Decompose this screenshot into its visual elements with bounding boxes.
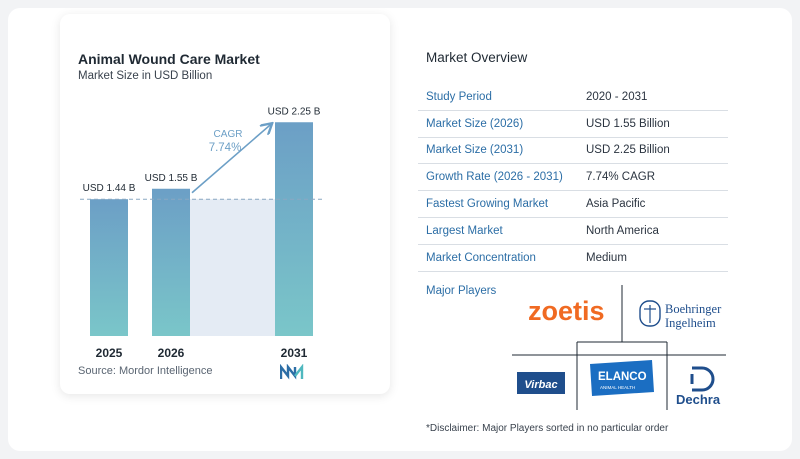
overview-key: Market Concentration — [426, 251, 536, 264]
bar-2025 — [90, 199, 128, 336]
source-text: Source: Mordor Intelligence — [78, 365, 213, 377]
x-tick-2026: 2026 — [158, 346, 185, 360]
overview-row: Largest Market North America — [418, 218, 728, 245]
chart-subtitle: Market Size in USD Billion — [78, 70, 213, 82]
overview-value: USD 2.25 Billion — [586, 144, 670, 157]
cagr-value: 7.74% — [209, 142, 242, 154]
overview-table: Study Period 2020 - 2031 Market Size (20… — [418, 84, 728, 272]
overview-key: Study Period — [426, 90, 492, 103]
overview-key: Largest Market — [426, 224, 503, 237]
overview-key: Market Size (2026) — [426, 117, 524, 130]
virbac-logo: Virbac — [517, 372, 565, 394]
overview-row: Study Period 2020 - 2031 — [418, 84, 728, 111]
growth-shade — [190, 199, 275, 336]
market-overview-title: Market Overview — [426, 50, 528, 65]
overview-row: Growth Rate (2026 - 2031) 7.74% CAGR — [418, 164, 728, 192]
overview-value: Asia Pacific — [586, 198, 646, 211]
elanco-badge — [590, 360, 654, 396]
data-label-2026: USD 1.55 B — [145, 173, 198, 184]
overview-value: Medium — [586, 251, 627, 264]
virbac-logo-text: Virbac — [524, 379, 557, 391]
elanco-logo-text: ELANCO — [598, 371, 647, 383]
cagr-arrow — [191, 124, 271, 194]
overview-value: North America — [586, 224, 659, 237]
overview-row: Market Size (2026) USD 1.55 Billion — [418, 111, 728, 138]
x-tick-2031: 2031 — [281, 346, 308, 360]
bar-chart: USD 1.44 B 2025 USD 1.55 B 2026 USD 2.25 B 20… — [80, 106, 325, 360]
elanco-logo-subtext: ANIMAL HEALTH — [600, 385, 635, 390]
data-label-2031: USD 2.25 B — [268, 106, 321, 117]
overview-row: Fastest Growing Market Asia Pacific — [418, 191, 728, 218]
overview-key: Fastest Growing Market — [426, 198, 549, 211]
overview-key: Market Size (2031) — [426, 144, 524, 157]
data-label-2025: USD 1.44 B — [83, 183, 136, 194]
elanco-logo: ELANCO ANIMAL HEALTH — [590, 360, 654, 396]
dechra-logo: Dechra — [676, 366, 721, 407]
overview-value: USD 1.55 Billion — [586, 117, 670, 130]
overview-value: 7.74% CAGR — [586, 171, 656, 184]
dechra-emblem-icon — [692, 366, 715, 392]
boehringer-logo-text-1: Boehringer — [665, 302, 722, 316]
bar-2026 — [152, 188, 190, 336]
overview-key: Growth Rate (2026 - 2031) — [426, 171, 563, 184]
overview-row: Market Size (2031) USD 2.25 Billion — [418, 138, 728, 165]
overview-row: Market Concentration Medium — [418, 245, 728, 272]
virbac-badge — [517, 372, 565, 394]
dechra-logo-text: Dechra — [676, 392, 721, 407]
cagr-label: CAGR — [214, 129, 243, 140]
x-tick-2025: 2025 — [96, 346, 123, 360]
zoetis-logo: zoetis — [528, 296, 605, 326]
boehringer-emblem-icon — [639, 300, 661, 327]
bar-2031 — [275, 122, 313, 336]
disclaimer-text: *Disclaimer: Major Players sorted in no … — [426, 423, 669, 434]
major-players-title: Major Players — [426, 285, 497, 297]
overview-value: 2020 - 2031 — [586, 90, 648, 103]
chart-title: Animal Wound Care Market — [78, 51, 260, 67]
mordor-logo-icon — [280, 364, 304, 380]
boehringer-logo-text-2: Ingelheim — [665, 316, 716, 330]
chart-card: USD 1.44 B 2025 USD 1.55 B 2026 USD 2.25 B 20… — [60, 14, 390, 394]
boehringer-logo: Boehringer Ingelheim — [639, 300, 722, 330]
